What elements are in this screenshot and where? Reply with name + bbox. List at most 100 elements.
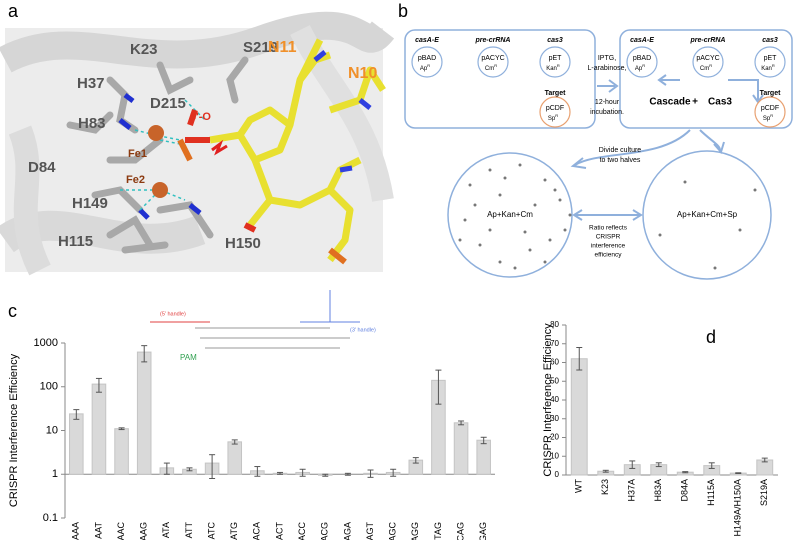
plasmid-group: Target [545,90,567,97]
plasmid-marker: ApR [635,63,645,72]
colony [713,266,717,270]
colony [463,218,467,222]
colony [523,230,527,234]
y-tick-label: 70 [550,339,559,348]
x-tick-label: CAG [455,522,465,540]
plasmid-group: cas3 [762,37,778,44]
residue-label: S219 [243,39,278,56]
y-tick-label: 40 [550,395,559,404]
colony [563,228,567,232]
ratio-note: CRISPR [596,234,621,241]
colony [473,203,477,207]
x-tick-label: WT [574,479,584,493]
bar [91,383,107,475]
colony [458,238,462,242]
x-tick-label: ATG [229,522,239,540]
marker-sup: R [709,63,712,68]
marker-sup: R [494,63,497,68]
colony [543,178,547,182]
plasmid-marker: SpR [548,113,558,122]
marker: Sp [548,116,556,122]
panel-label: c [8,301,17,321]
colony [553,188,557,192]
residue-label: D215 [150,95,186,112]
residue-label: H150 [225,235,261,252]
y-tick-label: 30 [550,414,559,423]
x-tick-label: S219A [759,479,769,506]
marker: Cm [700,66,709,72]
colony [488,228,492,232]
x-tick-label: AAT [93,522,103,539]
x-tick-label: AAC [116,522,126,540]
plasmid-group: pre-crRNA [689,37,725,44]
plasmid [539,46,571,78]
colony [548,238,552,242]
y-tick-label: 1000 [34,337,58,349]
marker-sup: R [557,63,560,68]
panel-label: b [398,1,408,21]
colony [753,188,757,192]
split-note: to two halves [600,157,641,164]
assay-frames [404,29,793,280]
y-tick-label: 50 [550,376,559,385]
split-note: Divide culture [599,147,642,154]
plasmid-group: Target [760,90,782,97]
x-tick-label: ATT [184,522,194,539]
plasmid [626,46,658,78]
x-tick-label: H115A [706,479,716,506]
residue-label: H115 [58,233,93,250]
colony [683,180,687,184]
ratio-note: interference [591,243,626,250]
colony [468,183,472,187]
bar [69,413,84,475]
colony [658,233,662,237]
plasmid [411,46,443,78]
condition: 12-hour [595,99,620,106]
marker: Kan [546,66,557,72]
x-tick-label: K23 [600,479,610,495]
ratio-note: efficiency [595,252,623,259]
product: + [692,97,698,108]
condition: L-arabinose, [588,65,627,72]
plasmid [539,96,571,128]
inset-label: PAM [180,353,197,362]
colony [498,193,502,197]
inset-duplex [150,290,360,349]
x-tick-label: H149A/H150A [733,479,743,537]
marker: Sp [763,116,771,122]
plasmid-name: pBAD [418,55,436,62]
plasmid [477,46,509,78]
inset-label: (3' handle) [350,327,376,333]
marker-sup: R [642,63,645,68]
colony [488,168,492,172]
y-tick-label: 100 [40,381,58,393]
product: Cas3 [708,97,732,108]
plasmid-name: pET [764,55,778,62]
plasmid-marker: CmR [485,63,497,72]
condition: incubation. [590,109,624,116]
plasmid-name: pCDF [761,105,779,112]
plasmid-group: casA-E [415,37,439,44]
y-tick-label: 60 [550,358,559,367]
marker-sup: R [555,113,558,118]
assay-arrows [570,74,764,221]
residue-label: N10 [348,65,377,82]
condition: IPTG, [598,55,616,62]
x-tick-label: ACG [320,522,330,540]
bar [476,439,491,475]
residue-label: Fe2 [126,174,145,186]
panel-label: a [8,1,19,21]
panel-label: d [706,327,716,347]
colony [558,198,562,202]
bar [570,358,588,476]
plasmid-marker: SpR [763,113,773,122]
marker-sup: R [772,63,775,68]
residue-label: H37 [77,75,105,92]
marker: Ap [635,66,643,72]
marker: Cm [485,66,494,72]
plasmid [754,96,786,128]
y-tick-label: 10 [550,451,559,460]
y-tick-label: 0 [555,470,560,479]
colony [533,203,537,207]
